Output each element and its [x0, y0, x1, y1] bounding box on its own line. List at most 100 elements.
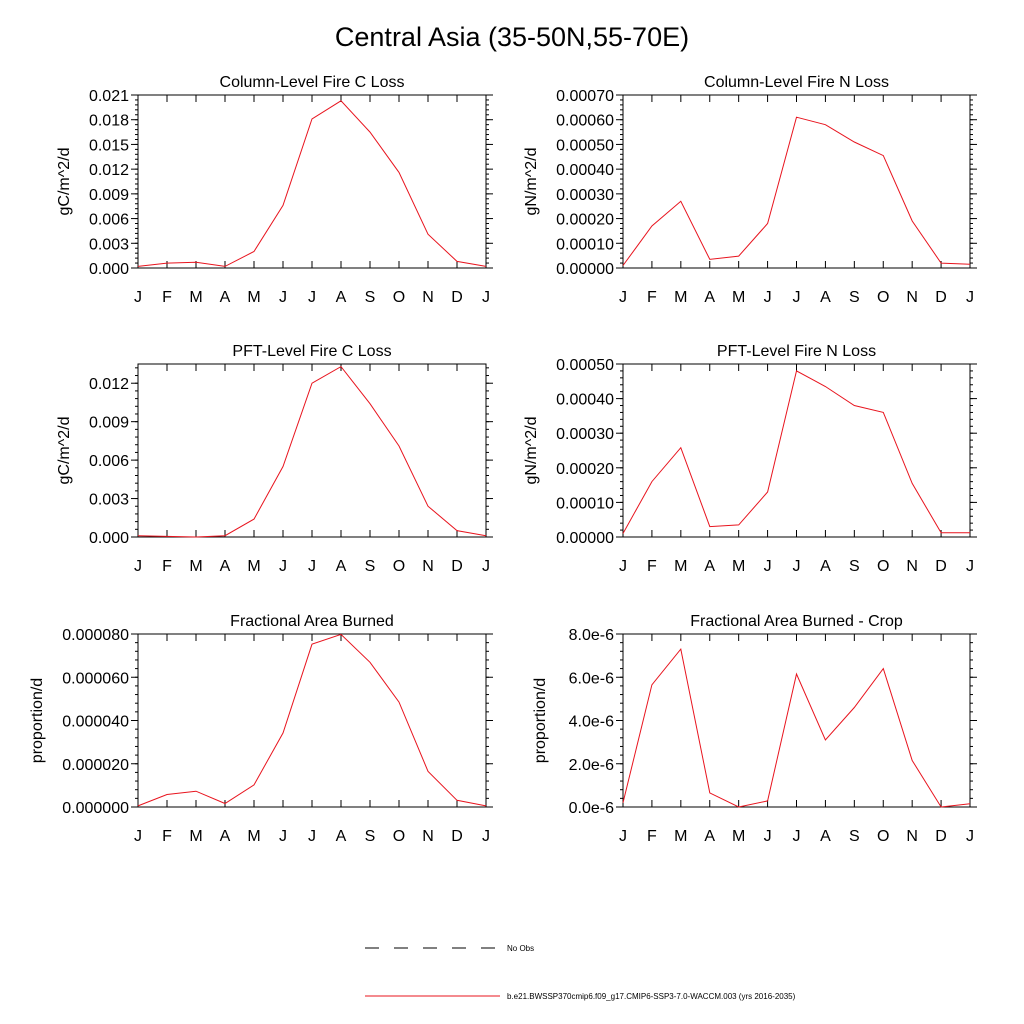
series-line-model	[137, 633, 487, 807]
panel-title: Column-Level Fire C Loss	[220, 74, 405, 91]
series-line-model	[622, 116, 971, 266]
panel-title: Fractional Area Burned - Crop	[690, 613, 903, 630]
x-tick-label: N	[906, 289, 918, 306]
plot-frame	[622, 94, 971, 269]
x-tick-label: D	[451, 828, 463, 845]
x-tick-label: N	[422, 289, 434, 306]
y-axis-label: gN/m^2/d	[523, 148, 540, 216]
x-tick-label: N	[422, 558, 434, 575]
y-tick-label: 0.018	[89, 113, 129, 130]
x-tick-label: F	[647, 558, 657, 575]
y-tick-label: 0.00040	[556, 392, 614, 409]
x-tick-label: O	[877, 828, 889, 845]
x-tick-label: N	[906, 558, 918, 575]
x-tick-label: M	[732, 558, 745, 575]
x-tick-label: M	[247, 289, 260, 306]
y-tick-label: 0.000	[89, 261, 129, 278]
x-tick-label: S	[849, 289, 860, 306]
y-tick-label: 0.012	[89, 376, 129, 393]
y-tick-label: 0.009	[89, 187, 129, 204]
x-tick-label: S	[849, 828, 860, 845]
x-tick-label: J	[966, 558, 974, 575]
x-tick-label: M	[189, 828, 202, 845]
x-tick-label: A	[220, 289, 231, 306]
y-tick-label: 0.000040	[62, 714, 129, 731]
x-tick-label: J	[966, 289, 974, 306]
page-title: Central Asia (35-50N,55-70E)	[334, 22, 690, 52]
x-tick-label: F	[162, 289, 172, 306]
y-axis-label: proportion/d	[532, 678, 549, 763]
x-tick-label: M	[247, 558, 260, 575]
legend-obs-label: No Obs	[507, 944, 534, 953]
x-tick-label: A	[336, 828, 347, 845]
x-tick-label: J	[279, 558, 287, 575]
y-tick-label: 0.0e-6	[569, 800, 614, 817]
x-tick-label: J	[134, 289, 142, 306]
x-tick-label: D	[935, 828, 947, 845]
x-tick-label: A	[220, 558, 231, 575]
x-tick-label: J	[619, 828, 627, 845]
y-tick-label: 0.00040	[556, 162, 614, 179]
y-tick-label: 0.00070	[556, 88, 614, 105]
y-tick-label: 0.000020	[62, 757, 129, 774]
x-tick-label: J	[793, 558, 801, 575]
panel-title: Fractional Area Burned	[230, 613, 394, 630]
x-tick-label: A	[820, 289, 831, 306]
y-tick-label: 8.0e-6	[569, 627, 614, 644]
x-tick-label: M	[247, 828, 260, 845]
x-tick-label: M	[674, 558, 687, 575]
plot-frame	[622, 633, 971, 808]
y-tick-label: 2.0e-6	[569, 757, 614, 774]
x-tick-label: J	[308, 558, 316, 575]
y-tick-label: 0.003	[89, 236, 129, 253]
x-tick-label: J	[482, 289, 490, 306]
x-tick-label: A	[704, 828, 715, 845]
x-tick-label: A	[336, 289, 347, 306]
x-tick-label: M	[674, 289, 687, 306]
x-tick-label: M	[189, 558, 202, 575]
x-tick-label: J	[619, 289, 627, 306]
y-tick-label: 0.000	[89, 530, 129, 547]
y-tick-label: 0.00050	[556, 137, 614, 154]
y-tick-label: 0.00030	[556, 426, 614, 443]
x-tick-label: M	[732, 289, 745, 306]
x-tick-label: F	[647, 289, 657, 306]
x-tick-label: J	[482, 828, 490, 845]
x-tick-label: M	[189, 289, 202, 306]
x-tick-label: J	[764, 828, 772, 845]
y-tick-label: 0.00000	[556, 530, 614, 547]
x-tick-label: F	[647, 828, 657, 845]
y-tick-label: 0.000000	[62, 800, 129, 817]
x-tick-label: O	[877, 289, 889, 306]
y-tick-label: 0.00030	[556, 187, 614, 204]
y-tick-label: 0.012	[89, 162, 129, 179]
plot-frame	[137, 633, 487, 808]
x-tick-label: N	[906, 828, 918, 845]
y-tick-label: 0.00000	[556, 261, 614, 278]
legend-model-label: b.e21.BWSSP370cmip6.f09_g17.CMIP6-SSP3-7…	[507, 992, 796, 1001]
y-tick-label: 0.00060	[556, 113, 614, 130]
x-tick-label: D	[451, 289, 463, 306]
plot-frame	[622, 363, 971, 538]
y-tick-label: 0.00010	[556, 495, 614, 512]
x-tick-label: A	[820, 828, 831, 845]
series-line-model	[137, 100, 487, 267]
x-tick-label: A	[336, 558, 347, 575]
x-tick-label: O	[393, 289, 405, 306]
x-tick-label: A	[220, 828, 231, 845]
x-tick-label: J	[619, 558, 627, 575]
x-tick-label: S	[365, 289, 376, 306]
y-tick-label: 0.003	[89, 492, 129, 509]
x-tick-label: J	[308, 828, 316, 845]
y-tick-label: 0.000080	[62, 627, 129, 644]
x-tick-label: S	[849, 558, 860, 575]
x-tick-label: S	[365, 828, 376, 845]
y-tick-label: 0.006	[89, 453, 129, 470]
x-tick-label: A	[704, 558, 715, 575]
